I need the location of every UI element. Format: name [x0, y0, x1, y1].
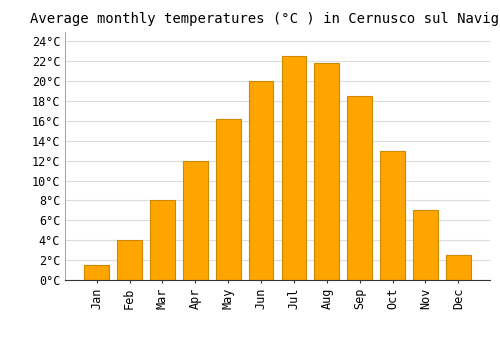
Bar [314, 63, 339, 280]
Bar [150, 201, 174, 280]
Bar [413, 210, 438, 280]
Bar [248, 81, 274, 280]
Bar [216, 119, 240, 280]
Bar [117, 240, 142, 280]
Bar [183, 161, 208, 280]
Bar [84, 265, 109, 280]
Bar [282, 56, 306, 280]
Title: Average monthly temperatures (°C ) in Cernusco sul Naviglio: Average monthly temperatures (°C ) in Ce… [30, 12, 500, 26]
Bar [446, 255, 470, 280]
Bar [348, 96, 372, 280]
Bar [380, 151, 405, 280]
